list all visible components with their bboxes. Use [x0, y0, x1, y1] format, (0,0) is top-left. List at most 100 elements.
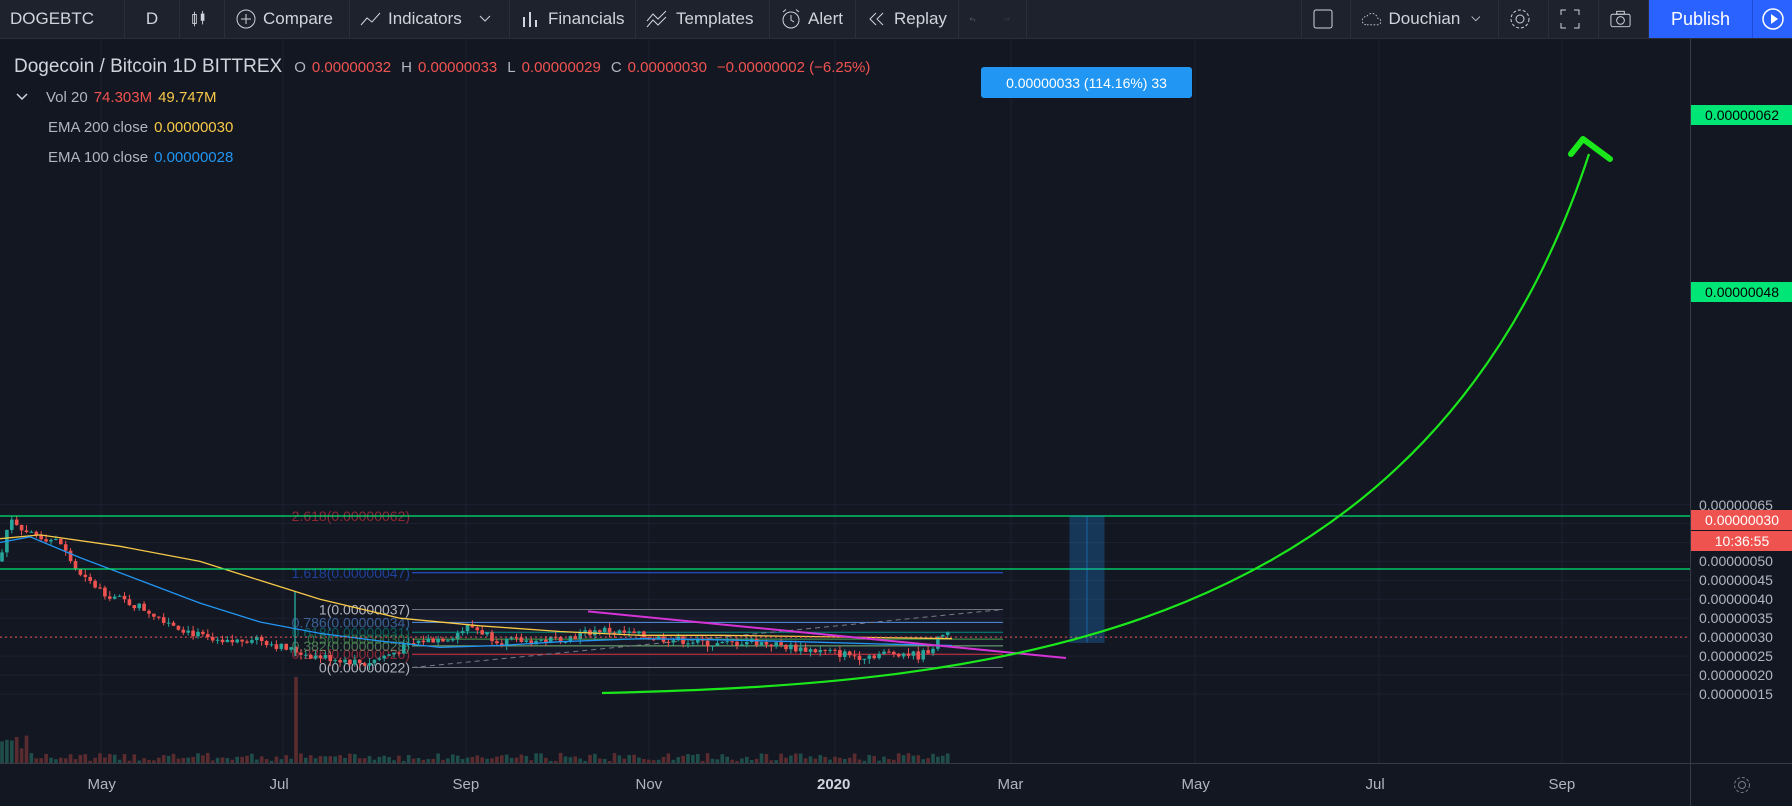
fib-retracement[interactable]: 0(0.00000022)0.236(0.00000026)0.382(0.00…: [292, 508, 1004, 676]
templates-button[interactable]: Templates: [636, 0, 770, 38]
candle-body: [671, 640, 676, 643]
fib-level-label: 0(0.00000022): [319, 659, 410, 675]
time-axis[interactable]: May Jul Sep Nov 2020 Mar May Jul Sep: [0, 763, 1690, 806]
price-tag-target-048: 0.00000048: [1691, 282, 1792, 302]
alert-button[interactable]: Alert: [770, 0, 856, 38]
candle-body: [186, 630, 190, 633]
volume-bar: [945, 753, 950, 763]
volume-bar: [264, 758, 269, 763]
replay-button[interactable]: Replay: [856, 0, 959, 38]
fullscreen-button[interactable]: [1549, 0, 1599, 38]
volume-bar: [558, 753, 563, 763]
volume-bar: [259, 756, 264, 763]
candle-body: [759, 641, 764, 646]
symbol-search[interactable]: DOGEBTC: [0, 0, 125, 38]
volume-bar: [83, 754, 88, 763]
volume-bar: [387, 757, 391, 763]
candle-body: [887, 651, 891, 653]
volume-bar: [553, 760, 558, 763]
candle-body: [794, 644, 798, 652]
volume-bar: [593, 753, 597, 763]
snapshot-button[interactable]: [1599, 0, 1649, 38]
candle-body: [514, 637, 519, 639]
chevron-down-icon[interactable]: [14, 91, 30, 103]
volume-bar: [294, 677, 298, 763]
chart-pane[interactable]: 0(0.00000022) 0.236(0.00000026) 0.382(0.00…: [0, 39, 1690, 763]
volume-bar: [313, 758, 318, 763]
volume-bar: [333, 756, 337, 763]
volume-bar: [132, 754, 137, 763]
candle-body: [10, 519, 14, 531]
compare-label: Compare: [263, 9, 333, 28]
volume-bar: [661, 756, 666, 763]
chart-type-button[interactable]: [180, 0, 225, 38]
candle-body: [926, 650, 930, 654]
candle-body: [573, 636, 578, 640]
price-axis[interactable]: 0.000000650.000000600.000000550.00000050…: [1690, 39, 1792, 763]
financials-icon: [523, 12, 537, 27]
candle-body: [348, 659, 352, 665]
candle-body: [215, 639, 220, 641]
layout-menu[interactable]: Douchian: [1351, 0, 1499, 38]
axis-settings[interactable]: [1690, 763, 1792, 806]
volume-bar: [44, 753, 48, 763]
publish-label: Publish: [1670, 8, 1730, 29]
financials-button[interactable]: Financials: [510, 0, 636, 38]
indicators-button[interactable]: Indicators: [350, 0, 510, 38]
open-value: 0.00000032: [311, 58, 392, 76]
candle-body: [666, 641, 671, 643]
price-chart[interactable]: 0(0.00000022)0.236(0.00000026)0.382(0.00…: [0, 39, 1690, 763]
volume-bar: [524, 755, 529, 763]
candle-body: [338, 660, 342, 663]
settings-button[interactable]: [1499, 0, 1549, 38]
volume-bar: [926, 758, 930, 763]
candle-body: [24, 530, 29, 533]
candle-body: [945, 632, 950, 636]
expand-icon: [1560, 9, 1580, 29]
play-icon: [1761, 8, 1784, 30]
interval-button[interactable]: D: [125, 0, 180, 38]
candle-body: [583, 630, 587, 633]
volume-bar: [740, 758, 744, 763]
volume-legend: Vol 20 74.303M 49.747M: [14, 82, 870, 112]
candle-body: [901, 653, 906, 657]
drawings[interactable]: [0, 136, 1690, 695]
compare-button[interactable]: Compare: [225, 0, 350, 38]
volume-bar: [764, 754, 769, 763]
candle-body: [108, 596, 112, 599]
volume-bar: [103, 757, 107, 763]
volume-bar: [127, 760, 132, 763]
undo-button[interactable]: [959, 0, 993, 38]
candle-body: [39, 535, 43, 540]
volume-bar: [725, 756, 729, 763]
candle-body: [475, 627, 480, 631]
candle-body: [813, 649, 818, 653]
volume-bar: [465, 757, 470, 763]
volume-bar: [916, 755, 921, 763]
redo-button[interactable]: [993, 0, 1027, 38]
volume-bar: [749, 760, 754, 763]
volume-bar: [598, 758, 602, 763]
candle-body: [14, 519, 19, 525]
candle-body: [313, 655, 318, 659]
volume-bar: [617, 755, 622, 763]
publish-button[interactable]: Publish: [1648, 0, 1752, 38]
templates-icon: [646, 10, 667, 28]
volume-bar: [181, 757, 186, 763]
candle-body: [127, 599, 132, 606]
volume-bar: [245, 755, 249, 763]
play-button[interactable]: [1752, 0, 1792, 38]
fullscreen-frame-button[interactable]: [1300, 0, 1351, 38]
candle-body: [720, 641, 725, 644]
candle-body: [137, 603, 141, 609]
volume-bar: [931, 753, 935, 763]
candle-body: [78, 569, 83, 575]
change-value: −0.00000002 (−6.25%): [716, 58, 871, 76]
candle-body: [745, 641, 749, 645]
volume-bar: [299, 753, 303, 763]
volume-bar: [411, 758, 416, 763]
volume-bar: [289, 758, 293, 763]
volume-bar: [892, 759, 896, 763]
candle-body: [480, 630, 484, 635]
candlesticks: [0, 515, 950, 671]
